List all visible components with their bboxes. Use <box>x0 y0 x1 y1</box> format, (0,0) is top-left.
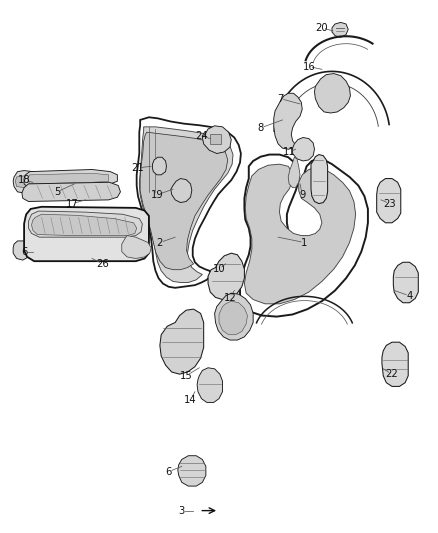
Text: 23: 23 <box>384 199 396 208</box>
Polygon shape <box>22 182 120 201</box>
Polygon shape <box>382 342 408 386</box>
Text: 4: 4 <box>406 291 413 301</box>
Text: 3: 3 <box>179 506 185 515</box>
Polygon shape <box>288 157 300 188</box>
Polygon shape <box>377 179 401 223</box>
Polygon shape <box>13 241 31 260</box>
Polygon shape <box>178 456 206 486</box>
Text: 17: 17 <box>66 199 79 208</box>
Polygon shape <box>311 155 328 204</box>
Text: 18: 18 <box>18 175 30 185</box>
Polygon shape <box>140 132 228 270</box>
Polygon shape <box>24 207 149 261</box>
Polygon shape <box>122 236 151 259</box>
Polygon shape <box>314 74 350 113</box>
Polygon shape <box>160 309 204 374</box>
Polygon shape <box>210 134 221 144</box>
Polygon shape <box>219 301 247 335</box>
Text: 22: 22 <box>385 369 399 379</box>
Polygon shape <box>24 169 117 188</box>
Text: 5: 5 <box>54 187 60 197</box>
Text: 2: 2 <box>157 238 163 247</box>
Polygon shape <box>332 22 348 37</box>
Polygon shape <box>202 126 231 154</box>
Text: 20: 20 <box>316 23 328 33</box>
Text: 24: 24 <box>195 131 208 141</box>
Polygon shape <box>274 93 302 149</box>
Polygon shape <box>197 368 223 402</box>
Polygon shape <box>215 293 253 340</box>
Polygon shape <box>139 127 233 282</box>
Polygon shape <box>32 214 137 236</box>
Text: 16: 16 <box>302 62 315 71</box>
Text: 10: 10 <box>213 264 225 274</box>
Text: 6: 6 <box>21 247 27 256</box>
Polygon shape <box>13 171 39 193</box>
Polygon shape <box>152 157 166 175</box>
Polygon shape <box>293 138 314 161</box>
Text: 26: 26 <box>96 259 110 269</box>
Text: 15: 15 <box>180 371 193 381</box>
Polygon shape <box>15 176 36 188</box>
Polygon shape <box>28 211 142 237</box>
Text: 21: 21 <box>131 163 145 173</box>
Polygon shape <box>171 179 192 203</box>
Text: 19: 19 <box>151 190 164 199</box>
Text: 7: 7 <box>277 94 283 103</box>
Polygon shape <box>208 253 244 300</box>
Text: 14: 14 <box>184 395 197 405</box>
Text: 1: 1 <box>301 238 307 247</box>
Text: 11: 11 <box>283 147 296 157</box>
Text: 9: 9 <box>299 190 305 199</box>
Text: 8: 8 <box>258 123 264 133</box>
Polygon shape <box>393 262 418 303</box>
Polygon shape <box>244 164 356 304</box>
Text: 12: 12 <box>223 294 237 303</box>
Polygon shape <box>28 173 109 184</box>
Text: 6: 6 <box>166 467 172 477</box>
